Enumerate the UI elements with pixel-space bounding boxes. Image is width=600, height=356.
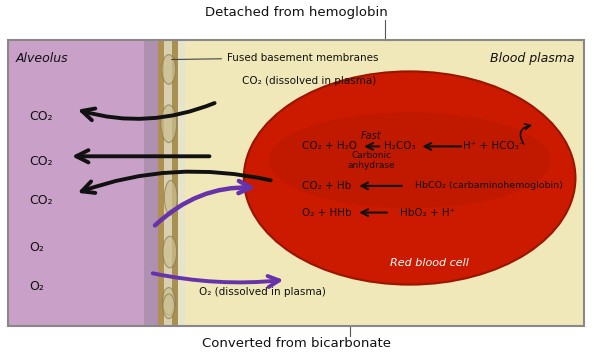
Ellipse shape (244, 72, 575, 284)
Text: Alveolus: Alveolus (16, 52, 68, 65)
Text: HbO₂ + H⁺: HbO₂ + H⁺ (400, 208, 455, 218)
FancyBboxPatch shape (144, 40, 158, 326)
Text: CO₂ + Hb: CO₂ + Hb (302, 181, 351, 191)
FancyBboxPatch shape (154, 40, 164, 326)
Text: CO₂ + H₂O: CO₂ + H₂O (302, 141, 357, 151)
Text: O₂: O₂ (29, 241, 44, 253)
Ellipse shape (269, 112, 551, 208)
Text: CO₂: CO₂ (29, 194, 53, 207)
Text: H⁺ + HCO₃⁻: H⁺ + HCO₃⁻ (463, 141, 524, 151)
Text: O₂ (dissolved in plasma): O₂ (dissolved in plasma) (199, 288, 326, 298)
Text: Converted from bicarbonate: Converted from bicarbonate (202, 337, 391, 350)
Text: CO₂ (dissolved in plasma): CO₂ (dissolved in plasma) (242, 76, 376, 86)
Text: Detached from hemoglobin: Detached from hemoglobin (205, 6, 388, 19)
Text: anhydrase: anhydrase (347, 161, 395, 170)
Text: CO₂: CO₂ (29, 110, 53, 123)
FancyBboxPatch shape (8, 40, 158, 326)
FancyBboxPatch shape (172, 40, 178, 326)
Text: Red blood cell: Red blood cell (390, 258, 469, 268)
FancyBboxPatch shape (158, 40, 584, 326)
Text: Fused basement membranes: Fused basement membranes (172, 53, 379, 63)
Ellipse shape (163, 236, 176, 268)
Text: Carbonic: Carbonic (351, 151, 391, 160)
Ellipse shape (163, 294, 175, 319)
Text: Blood plasma: Blood plasma (490, 52, 574, 65)
Text: Fast: Fast (361, 131, 382, 141)
Ellipse shape (164, 180, 177, 215)
Text: O₂ + HHb: O₂ + HHb (302, 208, 352, 218)
Text: H₂CO₃: H₂CO₃ (384, 141, 416, 151)
Ellipse shape (162, 54, 176, 84)
Ellipse shape (161, 105, 176, 142)
FancyBboxPatch shape (178, 40, 185, 326)
Ellipse shape (163, 288, 175, 315)
Text: HbCO₂ (carbaminohemoglobin): HbCO₂ (carbaminohemoglobin) (415, 182, 562, 190)
Text: O₂: O₂ (29, 280, 44, 293)
FancyBboxPatch shape (164, 40, 172, 326)
Text: CO₂: CO₂ (29, 155, 53, 168)
